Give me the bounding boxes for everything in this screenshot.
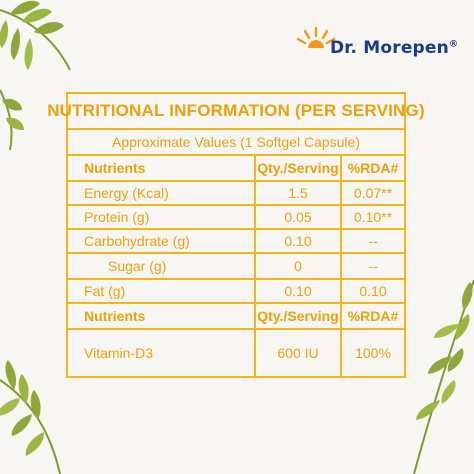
nutrient-rda: 100% <box>355 345 391 361</box>
table-row: Vitamin-D3 600 IU 100% <box>68 330 404 376</box>
table-title: NUTRITIONAL INFORMATION (PER SERVING) <box>47 101 425 120</box>
brand-name: Dr. Morepen® <box>330 38 459 58</box>
nutrient-name: Sugar (g) <box>68 254 256 278</box>
header-rda: %RDA# <box>347 308 399 324</box>
table-header-row-2: Nutrients Qty./Serving %RDA# <box>68 304 404 330</box>
nutrient-qty: 1.5 <box>256 182 342 204</box>
table-header-row: Nutrients Qty./Serving %RDA# <box>68 156 404 182</box>
nutrient-qty: 0.05 <box>256 206 342 228</box>
nutrient-name: Energy (Kcal) <box>68 182 256 204</box>
nutrient-rda: -- <box>368 258 378 274</box>
nutrition-table: NUTRITIONAL INFORMATION (PER SERVING) Ap… <box>47 92 425 378</box>
nutrient-name: Protein (g) <box>68 206 256 228</box>
nutrient-name: Carbohydrate (g) <box>68 230 256 252</box>
nutrient-qty: 0.10 <box>256 230 342 252</box>
nutrient-rda: 0.10** <box>353 209 393 225</box>
header-nutrients: Nutrients <box>68 156 256 180</box>
table-subtitle-row: Approximate Values (1 Softgel Capsule) <box>68 130 404 156</box>
table-row: Protein (g) 0.05 0.10** <box>68 206 404 230</box>
table-row: Sugar (g) 0 -- <box>68 254 404 280</box>
nutrient-name: Vitamin-D3 <box>68 330 256 376</box>
table-row: Carbohydrate (g) 0.10 -- <box>68 230 404 254</box>
header-rda: %RDA# <box>347 160 399 176</box>
header-qty: Qty./Serving <box>256 304 342 328</box>
nutrient-rda: 0.10 <box>359 283 387 299</box>
leaf-top-left-icon <box>0 0 71 150</box>
nutrient-qty: 0.10 <box>256 280 342 302</box>
table-subtitle: Approximate Values (1 Softgel Capsule) <box>112 134 360 150</box>
leaf-bottom-right-icon <box>413 280 474 474</box>
nutrient-qty: 600 IU <box>256 330 342 376</box>
header-nutrients: Nutrients <box>68 304 256 328</box>
table-title-row: NUTRITIONAL INFORMATION (PER SERVING) <box>47 94 425 130</box>
leaf-bottom-left-icon <box>0 360 61 474</box>
nutrient-rda: -- <box>368 233 378 249</box>
table-row: Fat (g) 0.10 0.10 <box>68 280 404 304</box>
table-row: Energy (Kcal) 1.5 0.07** <box>68 182 404 206</box>
nutrient-name: Fat (g) <box>68 280 256 302</box>
sun-logo-icon <box>296 26 336 48</box>
header-qty: Qty./Serving <box>256 156 342 180</box>
brand-logo: Dr. Morepen® <box>296 24 459 64</box>
nutrient-qty: 0 <box>256 254 342 278</box>
nutrient-rda: 0.07** <box>353 185 393 201</box>
